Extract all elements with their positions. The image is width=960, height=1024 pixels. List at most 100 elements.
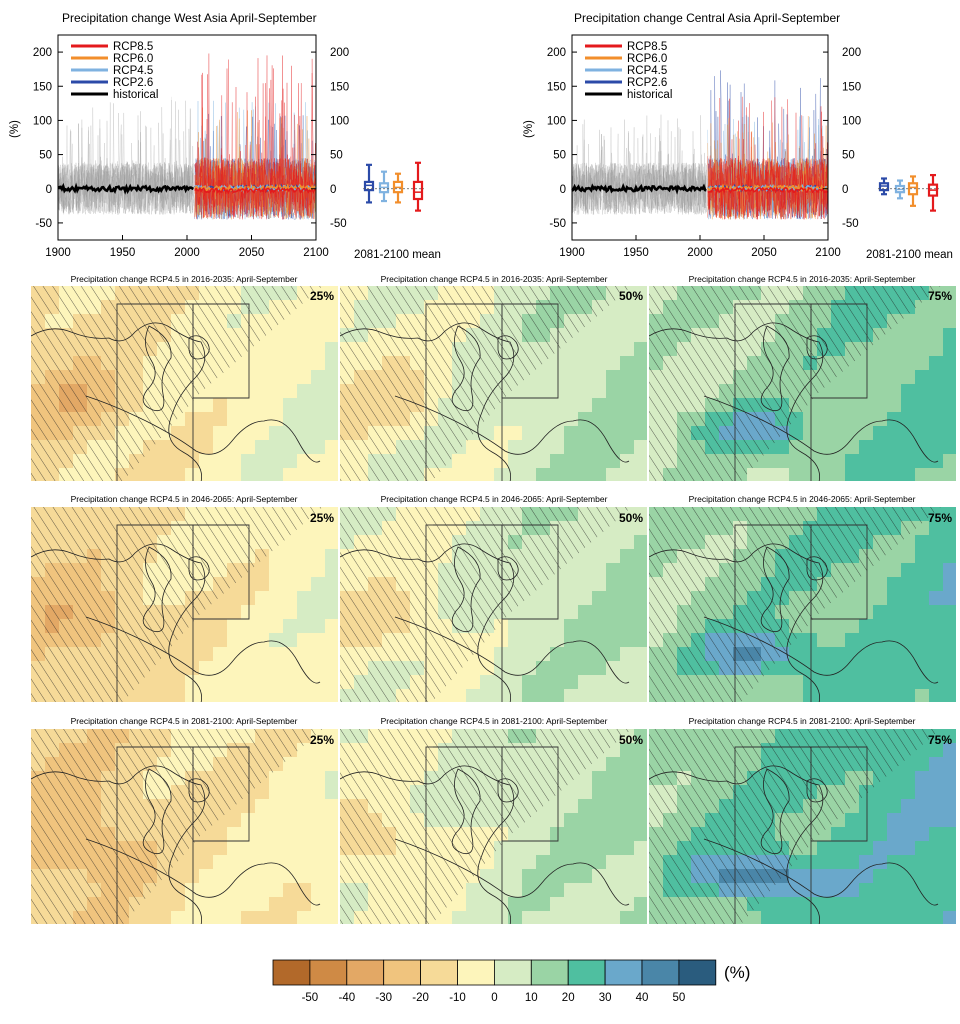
boxplot-box-rcp60 bbox=[907, 182, 919, 196]
map-cell bbox=[536, 827, 551, 842]
map-cell bbox=[943, 328, 956, 343]
map-cell bbox=[283, 883, 298, 898]
map-cell bbox=[634, 577, 647, 592]
map-cell bbox=[199, 689, 214, 702]
map-cell bbox=[297, 356, 312, 371]
map-cell bbox=[283, 535, 298, 550]
map-cell bbox=[859, 647, 874, 662]
map-cell bbox=[536, 468, 551, 481]
map-cell bbox=[227, 591, 242, 606]
map-cell bbox=[283, 647, 298, 662]
map-title: Precipitation change RCP4.5 in 2081-2100… bbox=[689, 716, 916, 726]
map-cell bbox=[311, 300, 326, 315]
map-cell bbox=[522, 384, 537, 399]
map-cell bbox=[803, 911, 818, 924]
x-tick-label: 2100 bbox=[303, 247, 329, 259]
map-cell bbox=[522, 661, 537, 676]
map-cell bbox=[438, 468, 453, 481]
map-cell bbox=[873, 813, 888, 828]
map-cell bbox=[283, 342, 298, 357]
map-cell bbox=[845, 370, 860, 385]
map-cell bbox=[929, 743, 944, 758]
map-cell bbox=[915, 468, 930, 481]
map-title: Precipitation change RCP4.5 in 2016-2035… bbox=[71, 274, 298, 284]
aral-sea-outline bbox=[497, 778, 519, 803]
map-cell bbox=[129, 911, 144, 924]
map-cell bbox=[536, 370, 551, 385]
map-cell bbox=[325, 370, 338, 385]
map-cell bbox=[269, 342, 284, 357]
map-cell bbox=[789, 647, 804, 662]
map-cell bbox=[634, 591, 647, 606]
map-cell bbox=[887, 647, 902, 662]
map-cell bbox=[199, 841, 214, 856]
map-cell bbox=[901, 426, 916, 441]
map-cell bbox=[803, 897, 818, 912]
map-cell bbox=[831, 384, 846, 399]
map-cell bbox=[620, 440, 635, 455]
series-mean-rcp85 bbox=[194, 185, 317, 195]
map-cell bbox=[508, 661, 523, 676]
map-cell bbox=[887, 633, 902, 648]
map-cell bbox=[283, 605, 298, 620]
percentile-label: 25% bbox=[310, 511, 334, 525]
map-cell bbox=[325, 398, 338, 413]
map-cell bbox=[466, 911, 481, 924]
map-cell bbox=[550, 468, 565, 481]
map-cell bbox=[943, 855, 956, 870]
caspian-sea-outline bbox=[451, 325, 481, 412]
map-cell bbox=[550, 633, 565, 648]
map-cell bbox=[564, 468, 579, 481]
coastline bbox=[31, 543, 206, 702]
map-cell bbox=[845, 619, 860, 634]
map-cell bbox=[943, 426, 956, 441]
map-cell bbox=[620, 468, 635, 481]
map-cell bbox=[494, 897, 509, 912]
map-cell bbox=[859, 827, 874, 842]
map-title: Precipitation change RCP4.5 in 2016-2035… bbox=[381, 274, 608, 284]
map-cell bbox=[817, 661, 832, 676]
map-cell bbox=[283, 440, 298, 455]
map-cell bbox=[873, 911, 888, 924]
ts-ylabel: (%) bbox=[523, 120, 535, 138]
map-cell bbox=[452, 468, 467, 481]
map-cell bbox=[606, 841, 621, 856]
map-cell bbox=[508, 398, 523, 413]
map-cell bbox=[943, 454, 956, 469]
map-cell bbox=[466, 897, 481, 912]
map-cell bbox=[325, 813, 338, 828]
map-cell bbox=[199, 675, 214, 690]
map-cell bbox=[592, 356, 607, 371]
map-cell bbox=[606, 398, 621, 413]
map-cell bbox=[620, 841, 635, 856]
map-cell bbox=[620, 412, 635, 427]
map-cell bbox=[817, 675, 832, 690]
map-cell bbox=[901, 398, 916, 413]
map-cell bbox=[873, 855, 888, 870]
map-cell bbox=[283, 661, 298, 676]
colorbar-cells bbox=[272, 959, 717, 986]
map-cell bbox=[915, 314, 930, 329]
map-cell bbox=[831, 412, 846, 427]
map-cell bbox=[227, 911, 242, 924]
map-cell bbox=[929, 521, 944, 536]
map-cell bbox=[620, 356, 635, 371]
map-cell bbox=[606, 563, 621, 578]
map-cell bbox=[494, 869, 509, 884]
map-cell bbox=[564, 841, 579, 856]
map-cell bbox=[522, 647, 537, 662]
map-cell bbox=[311, 771, 326, 786]
map-cell bbox=[241, 440, 256, 455]
map-cell bbox=[269, 398, 284, 413]
map-cell bbox=[901, 535, 916, 550]
map-cell bbox=[578, 454, 593, 469]
coastline bbox=[394, 616, 630, 684]
map-cell bbox=[494, 454, 509, 469]
map-cell bbox=[325, 426, 338, 441]
aral-sea-outline bbox=[188, 556, 210, 581]
map-cell bbox=[283, 328, 298, 343]
map-panel bbox=[649, 729, 956, 924]
map-cell bbox=[901, 412, 916, 427]
map-cell bbox=[564, 883, 579, 898]
map-cell bbox=[550, 813, 565, 828]
